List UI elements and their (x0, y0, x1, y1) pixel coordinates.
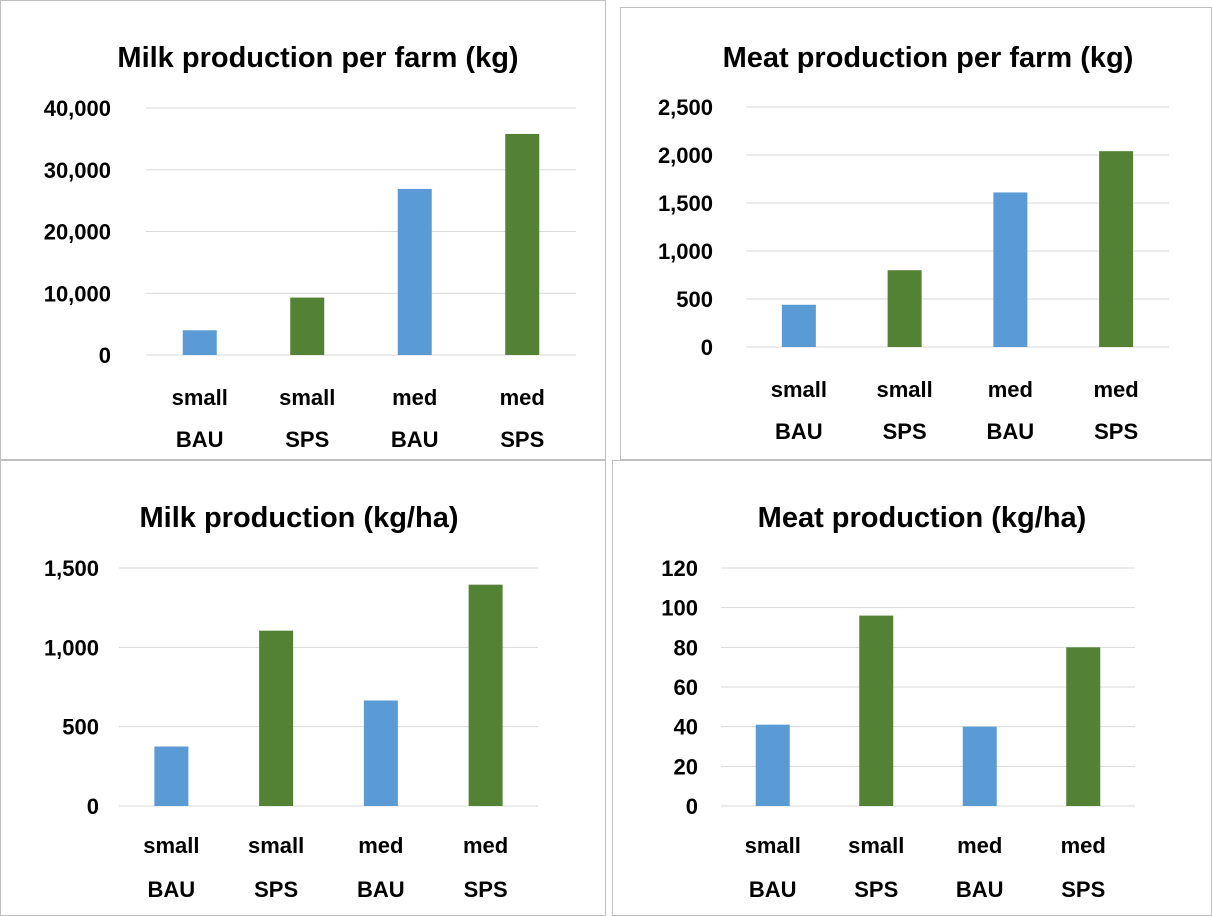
bar-med-sps (1099, 151, 1134, 347)
category-label: SPS (1061, 877, 1105, 902)
category-label: med (957, 833, 1002, 858)
category-label: small (172, 385, 228, 410)
category-label: med (1094, 377, 1139, 402)
y-tick-label: 0 (701, 335, 713, 360)
bar-med-sps (505, 133, 540, 355)
bar-med-bau (962, 726, 997, 806)
category-label: BAU (357, 877, 405, 902)
y-tick-label: 80 (674, 635, 698, 660)
y-tick-label: 40,000 (44, 96, 111, 121)
y-tick-label: 1,000 (658, 239, 713, 264)
chart-title: Milk production (kg/ha) (140, 502, 459, 534)
chart-panel-meat-per-farm: Meat production per farm (kg) 0 500 1,000 1,… (620, 7, 1212, 460)
category-label: med (500, 385, 545, 410)
category-label: med (392, 385, 437, 410)
category-label: BAU (176, 427, 224, 452)
bar-med-sps (468, 584, 503, 806)
category-label: BAU (987, 419, 1035, 444)
y-tick-label: 500 (676, 287, 713, 312)
category-label: SPS (883, 419, 927, 444)
bar-small-sps (887, 270, 922, 347)
y-tick-label: 20 (674, 754, 698, 779)
chart-title: Meat production (kg/ha) (758, 502, 1087, 534)
category-label: SPS (500, 427, 544, 452)
chart-panel-milk-per-ha: Milk production (kg/ha) 0 500 1,000 1,500 sma… (0, 460, 606, 916)
category-label: SPS (254, 877, 298, 902)
y-tick-label: 60 (674, 675, 698, 700)
category-label: small (143, 833, 199, 858)
bar-small-bau (182, 330, 217, 355)
bar-small-bau (154, 746, 189, 806)
y-tick-label: 10,000 (44, 281, 111, 306)
bar-med-sps (1066, 647, 1101, 806)
y-tick-label: 2,500 (658, 95, 713, 120)
chart-svg: Meat production (kg/ha) 0 20 40 60 80 100 120 sm… (661, 502, 1135, 902)
y-tick-label: 500 (62, 715, 99, 740)
bar-med-bau (993, 192, 1028, 347)
y-tick-label: 1,500 (658, 191, 713, 216)
category-label: small (848, 833, 904, 858)
category-label: med (1061, 833, 1106, 858)
category-label: SPS (854, 877, 898, 902)
category-label: BAU (391, 427, 439, 452)
y-tick-label: 20,000 (44, 220, 111, 245)
bar-small-bau (755, 724, 790, 806)
bar-small-sps (859, 615, 894, 806)
chart-svg: Milk production per farm (kg) 0 10,000 20,0… (44, 42, 576, 452)
y-tick-label: 0 (686, 794, 698, 819)
y-tick-label: 120 (661, 556, 698, 581)
category-label: BAU (148, 877, 196, 902)
bar-med-bau (363, 700, 398, 806)
category-label: small (248, 833, 304, 858)
chart-panel-meat-per-ha: Meat production (kg/ha) 0 20 40 60 80 100 120 sm… (612, 460, 1212, 916)
category-label: BAU (775, 419, 823, 444)
chart-panel-milk-per-farm: Milk production per farm (kg) 0 10,000 20,0… (0, 0, 606, 460)
bar-small-bau (781, 304, 816, 347)
bar-med-bau (397, 188, 432, 355)
category-label: small (876, 377, 932, 402)
y-tick-label: 0 (87, 794, 99, 819)
y-tick-label: 40 (674, 715, 698, 740)
y-tick-label: 1,000 (44, 635, 99, 660)
chart-title: Meat production per farm (kg) (723, 42, 1134, 74)
category-label: SPS (285, 427, 329, 452)
category-label: small (279, 385, 335, 410)
category-label: small (745, 833, 801, 858)
chart-svg: Meat production per farm (kg) 0 500 1,000 1,… (658, 42, 1169, 444)
y-tick-label: 2,000 (658, 143, 713, 168)
category-label: BAU (749, 877, 797, 902)
category-label: med (988, 377, 1033, 402)
y-tick-label: 1,500 (44, 556, 99, 581)
y-tick-label: 100 (661, 596, 698, 621)
category-label: small (771, 377, 827, 402)
category-label: SPS (1094, 419, 1138, 444)
bar-small-sps (290, 297, 325, 355)
bar-small-sps (259, 630, 294, 806)
y-tick-label: 30,000 (44, 158, 111, 183)
category-label: med (358, 833, 403, 858)
category-label: SPS (464, 877, 508, 902)
y-tick-label: 0 (99, 343, 111, 368)
chart-svg: Milk production (kg/ha) 0 500 1,000 1,500 sma… (44, 502, 538, 902)
chart-title: Milk production per farm (kg) (117, 42, 518, 74)
category-label: med (463, 833, 508, 858)
category-label: BAU (956, 877, 1004, 902)
